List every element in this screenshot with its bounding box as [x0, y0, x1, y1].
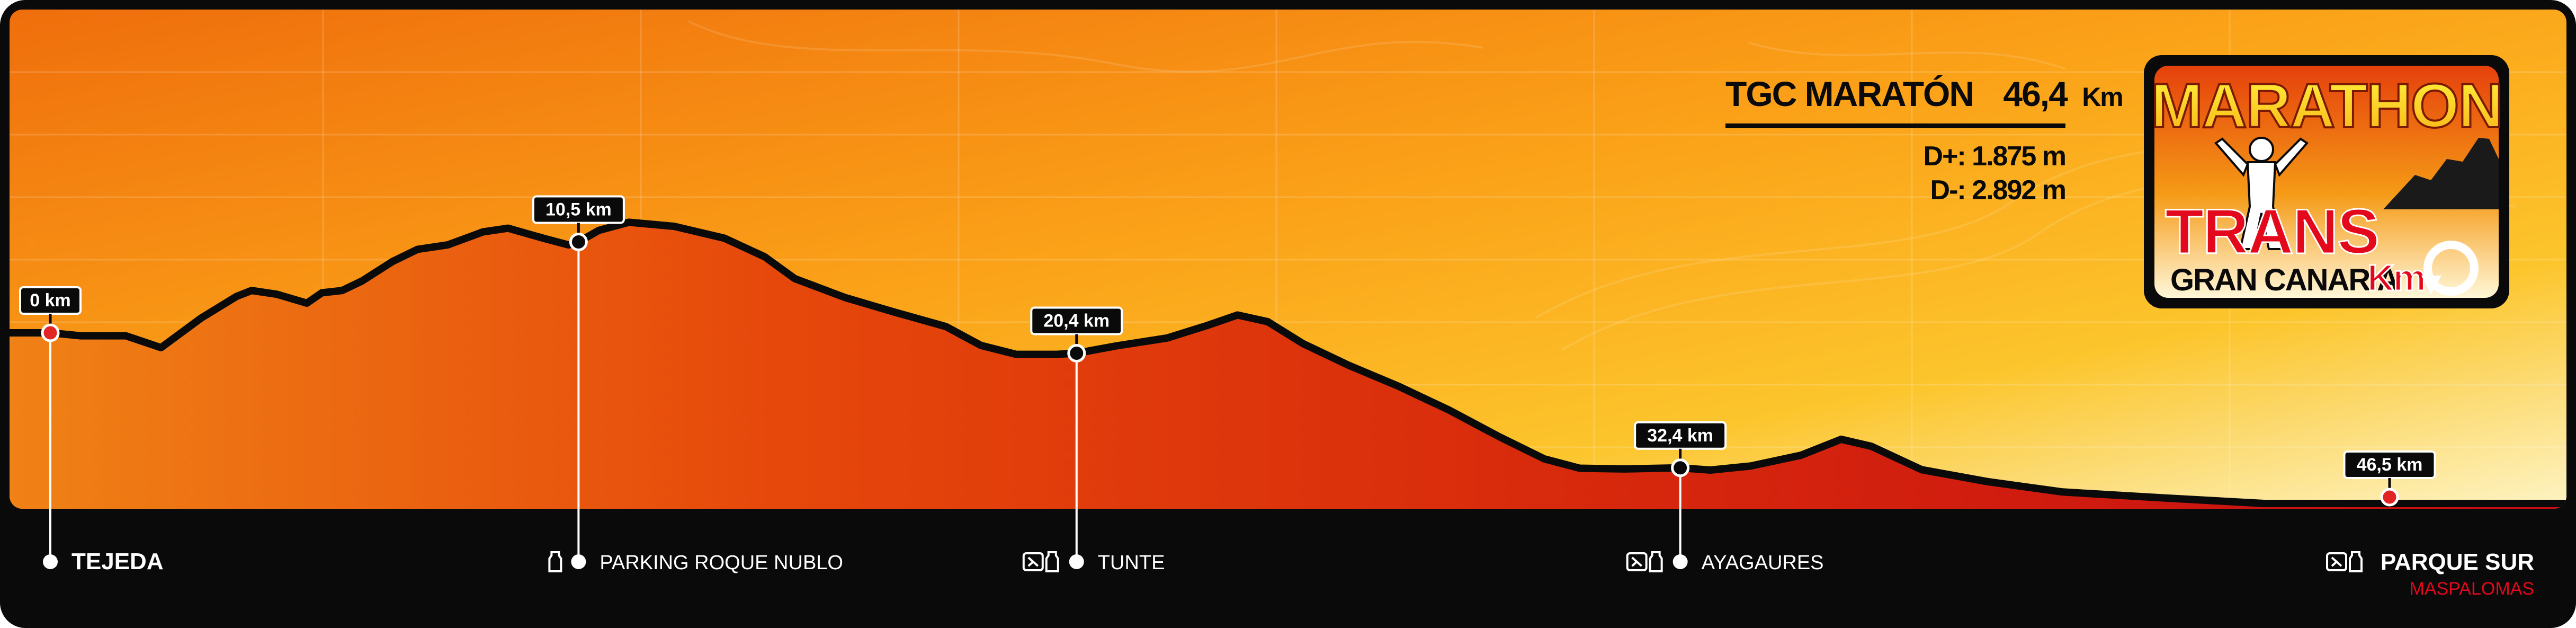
race-info: TGC MARATÓN 46,4 Km D+: 1.875 m D-: 2.89…	[1725, 74, 2124, 206]
place-dot-parking-roque-nublo	[571, 554, 586, 569]
km-label-tejeda: 0 km	[30, 290, 71, 311]
logo-marathon: MARATHON	[2151, 71, 2502, 141]
elevation-line	[10, 218, 2566, 507]
place-name-ayagaures: AYAGAURES	[1702, 552, 1824, 574]
runner-silhouette-icon	[2214, 137, 2499, 250]
elevation-area	[10, 222, 2566, 509]
profile-point-parque-sur	[2380, 488, 2399, 507]
elevation-gain: D+: 1.875 m	[1924, 141, 2066, 172]
place-name-tejeda: TEJEDA	[71, 549, 164, 574]
bottle-icon-parking-roque-nublo	[548, 551, 562, 572]
bottle-icon-ayagaures	[1649, 551, 1663, 572]
logo-trans: TRANS	[2165, 196, 2378, 267]
bottle-icon-parque-sur	[2349, 551, 2363, 572]
profile-point-ayagaures	[1671, 458, 1690, 477]
profile-point-parking-roque-nublo	[569, 233, 588, 251]
svg-text:TGC MARATÓN 46,4 K: TGC MARATÓN 46,4 Km	[1725, 74, 2123, 113]
food-icon-tunte	[1022, 552, 1044, 571]
place-name-parking-roque-nublo: PARKING ROQUE NUBLO	[600, 552, 843, 574]
logo-arrow-icon	[2421, 276, 2441, 295]
place-dot-tunte	[1069, 554, 1084, 569]
logo-zero-icon	[2423, 241, 2479, 296]
markers-layer: 0 km TEJEDA 10,5 km PARKING ROQUE NUBLO 20,4…	[19, 195, 2534, 599]
bottle-icon-tunte	[1045, 551, 1059, 572]
place-name-tunte: TUNTE	[1098, 552, 1165, 574]
logo-gran-canaria: GRAN CANARIA	[2170, 263, 2399, 297]
km-label-parking-roque-nublo: 10,5 km	[545, 200, 612, 220]
elevation-loss: D-: 2.892 m	[1930, 175, 2065, 206]
place-sublabel-parque-sur: MASPALOMAS	[2409, 579, 2534, 599]
place-dot-tejeda	[43, 554, 58, 569]
food-icon-ayagaures	[1626, 552, 1648, 571]
race-distance-unit: Km	[2082, 82, 2123, 112]
race-name: TGC MARATÓN	[1725, 74, 1973, 113]
race-distance: 46,4	[2003, 74, 2068, 113]
km-label-parque-sur: 46,5 km	[2357, 455, 2423, 475]
trans-gran-canaria-logo: MARATHON TRANS GRAN CANARIA Km 0	[2144, 55, 2509, 308]
profile-point-tejeda	[41, 323, 60, 342]
food-icon-parque-sur	[2326, 552, 2347, 571]
place-name-parque-sur: PARQUE SUR	[2381, 549, 2534, 575]
km-label-tunte: 20,4 km	[1043, 311, 1110, 331]
logo-km: Km	[2367, 257, 2425, 298]
place-dot-ayagaures	[1672, 554, 1688, 569]
km-label-ayagaures: 32,4 km	[1647, 426, 1713, 446]
profile-point-tunte	[1067, 344, 1086, 362]
race-info-divider	[1725, 123, 2065, 128]
